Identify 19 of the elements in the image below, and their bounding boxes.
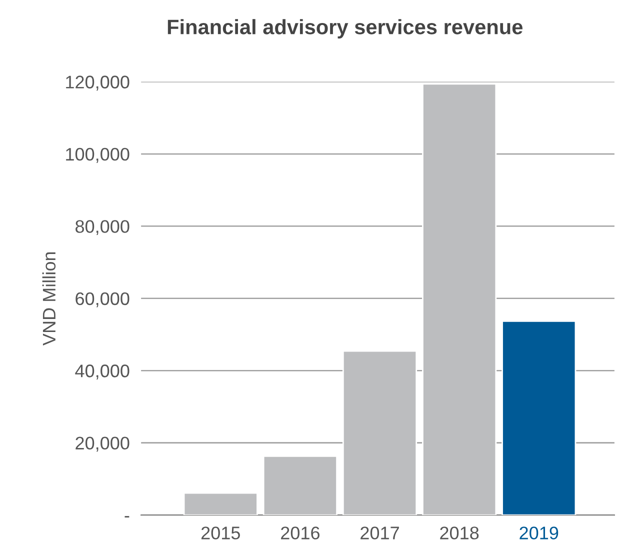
bar: [183, 492, 258, 516]
x-tick-label: 2017: [360, 526, 399, 540]
y-tick-label: -: [124, 516, 130, 518]
x-tick-label: 2018: [440, 526, 479, 540]
chart-title: Financial advisory services revenue: [168, 19, 522, 38]
y-tick-label: 20,000: [76, 436, 130, 452]
y-tick-label: 60,000: [76, 292, 130, 308]
x-tick-label: 2016: [281, 526, 320, 540]
y-tick-label: 80,000: [76, 220, 130, 236]
y-tick-label: 120,000: [66, 76, 130, 91]
y-tick-label: 40,000: [75, 364, 130, 380]
x-tick-label: 2019: [520, 526, 558, 540]
bar: [422, 83, 497, 516]
x-tick-label: 2015: [201, 526, 240, 540]
bar: [502, 320, 576, 516]
y-axis-title: VND Million: [42, 252, 56, 346]
bar: [342, 350, 418, 516]
bar: [262, 455, 338, 516]
y-tick-label: 100,000: [66, 148, 130, 163]
